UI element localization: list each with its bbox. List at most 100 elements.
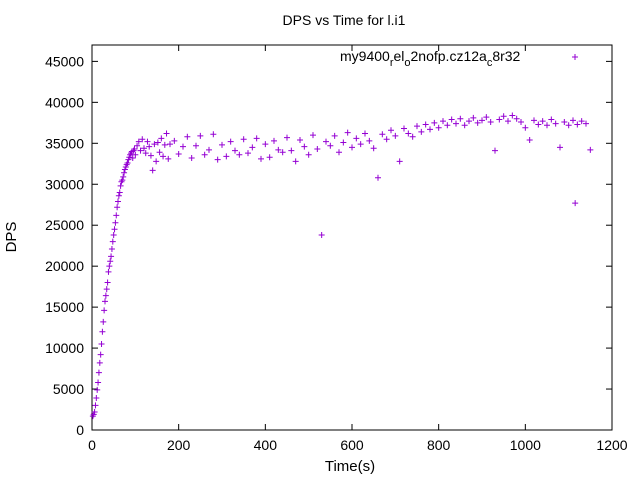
- data-point: [158, 135, 165, 142]
- data-point: [98, 340, 105, 347]
- data-point: [526, 137, 533, 144]
- data-point: [310, 132, 316, 139]
- data-point: [331, 132, 338, 139]
- data-point: [544, 122, 550, 129]
- data-point: [240, 136, 247, 143]
- y-tick-label: 20000: [45, 258, 84, 274]
- y-tick-label: 5000: [53, 381, 84, 397]
- plot-frame: [91, 44, 613, 431]
- data-point: [108, 245, 115, 252]
- y-tick-label: 35000: [45, 135, 84, 151]
- data-point: [113, 212, 120, 219]
- data-point: [94, 386, 101, 393]
- data-point: [435, 124, 442, 131]
- data-point: [340, 139, 347, 146]
- data-point: [565, 122, 572, 129]
- scatter-points: [89, 112, 594, 420]
- data-point: [539, 118, 546, 125]
- data-point: [102, 298, 108, 305]
- data-point: [232, 147, 238, 154]
- data-point: [149, 167, 156, 174]
- data-point: [171, 137, 178, 144]
- data-point: [522, 124, 529, 131]
- data-point: [292, 158, 299, 165]
- data-point: [132, 151, 139, 158]
- data-point: [105, 268, 112, 275]
- data-point: [165, 155, 172, 162]
- legend-marker: [572, 54, 578, 60]
- data-point: [223, 153, 230, 160]
- data-point: [167, 141, 173, 148]
- data-point: [119, 177, 126, 184]
- data-point: [396, 158, 403, 165]
- plot-border: [91, 44, 613, 431]
- data-point: [103, 286, 110, 293]
- data-point: [193, 142, 199, 149]
- data-point: [144, 138, 151, 145]
- data-point: [366, 137, 373, 144]
- data-point: [353, 135, 360, 142]
- data-point: [96, 359, 103, 366]
- data-point: [180, 143, 186, 150]
- data-point: [245, 150, 251, 157]
- data-point: [375, 174, 381, 181]
- y-tick-label: 30000: [45, 176, 84, 192]
- data-point: [104, 279, 111, 286]
- data-point: [115, 192, 122, 199]
- data-point: [409, 133, 416, 140]
- data-point: [466, 118, 472, 125]
- data-point: [336, 149, 342, 156]
- x-tick-label: 600: [340, 437, 364, 453]
- data-point: [262, 141, 269, 148]
- data-point: [93, 395, 100, 402]
- data-point: [574, 121, 581, 128]
- data-point: [401, 125, 407, 132]
- data-point: [106, 263, 113, 270]
- data-point: [379, 131, 386, 138]
- data-point: [535, 121, 542, 128]
- data-point: [92, 402, 99, 409]
- data-point: [115, 198, 121, 205]
- data-point: [461, 122, 468, 129]
- y-tick-label: 15000: [45, 299, 84, 315]
- data-point: [120, 173, 127, 180]
- data-point: [457, 115, 464, 122]
- data-point: [557, 144, 563, 151]
- data-point: [99, 328, 106, 335]
- x-tick-label: 1000: [510, 437, 541, 453]
- data-point: [146, 143, 153, 150]
- data-point: [141, 145, 147, 152]
- data-point: [134, 142, 141, 149]
- data-point: [156, 149, 163, 156]
- x-tick-label: 800: [427, 437, 451, 453]
- data-point: [297, 137, 303, 144]
- data-point: [227, 138, 234, 145]
- data-point: [392, 132, 399, 139]
- data-point: [314, 146, 321, 153]
- y-tick-label: 45000: [45, 53, 84, 69]
- data-point: [301, 143, 308, 150]
- data-point: [214, 156, 221, 163]
- data-point: [388, 127, 394, 134]
- data-point: [137, 147, 144, 154]
- data-point: [327, 142, 334, 149]
- data-point: [253, 135, 260, 142]
- data-point: [487, 119, 494, 125]
- data-point: [160, 153, 167, 160]
- data-point: [107, 258, 114, 265]
- data-point: [578, 118, 585, 125]
- data-point: [135, 138, 142, 145]
- data-point: [587, 146, 594, 153]
- data-point: [440, 118, 446, 125]
- x-axis-label: Time(s): [325, 458, 375, 475]
- data-point: [531, 117, 537, 124]
- data-point: [117, 182, 124, 189]
- data-point: [513, 115, 520, 122]
- data-point: [129, 155, 136, 162]
- data-point: [405, 130, 412, 137]
- data-point: [444, 122, 451, 129]
- data-point: [258, 155, 264, 162]
- data-point: [496, 116, 503, 123]
- data-point: [323, 138, 329, 145]
